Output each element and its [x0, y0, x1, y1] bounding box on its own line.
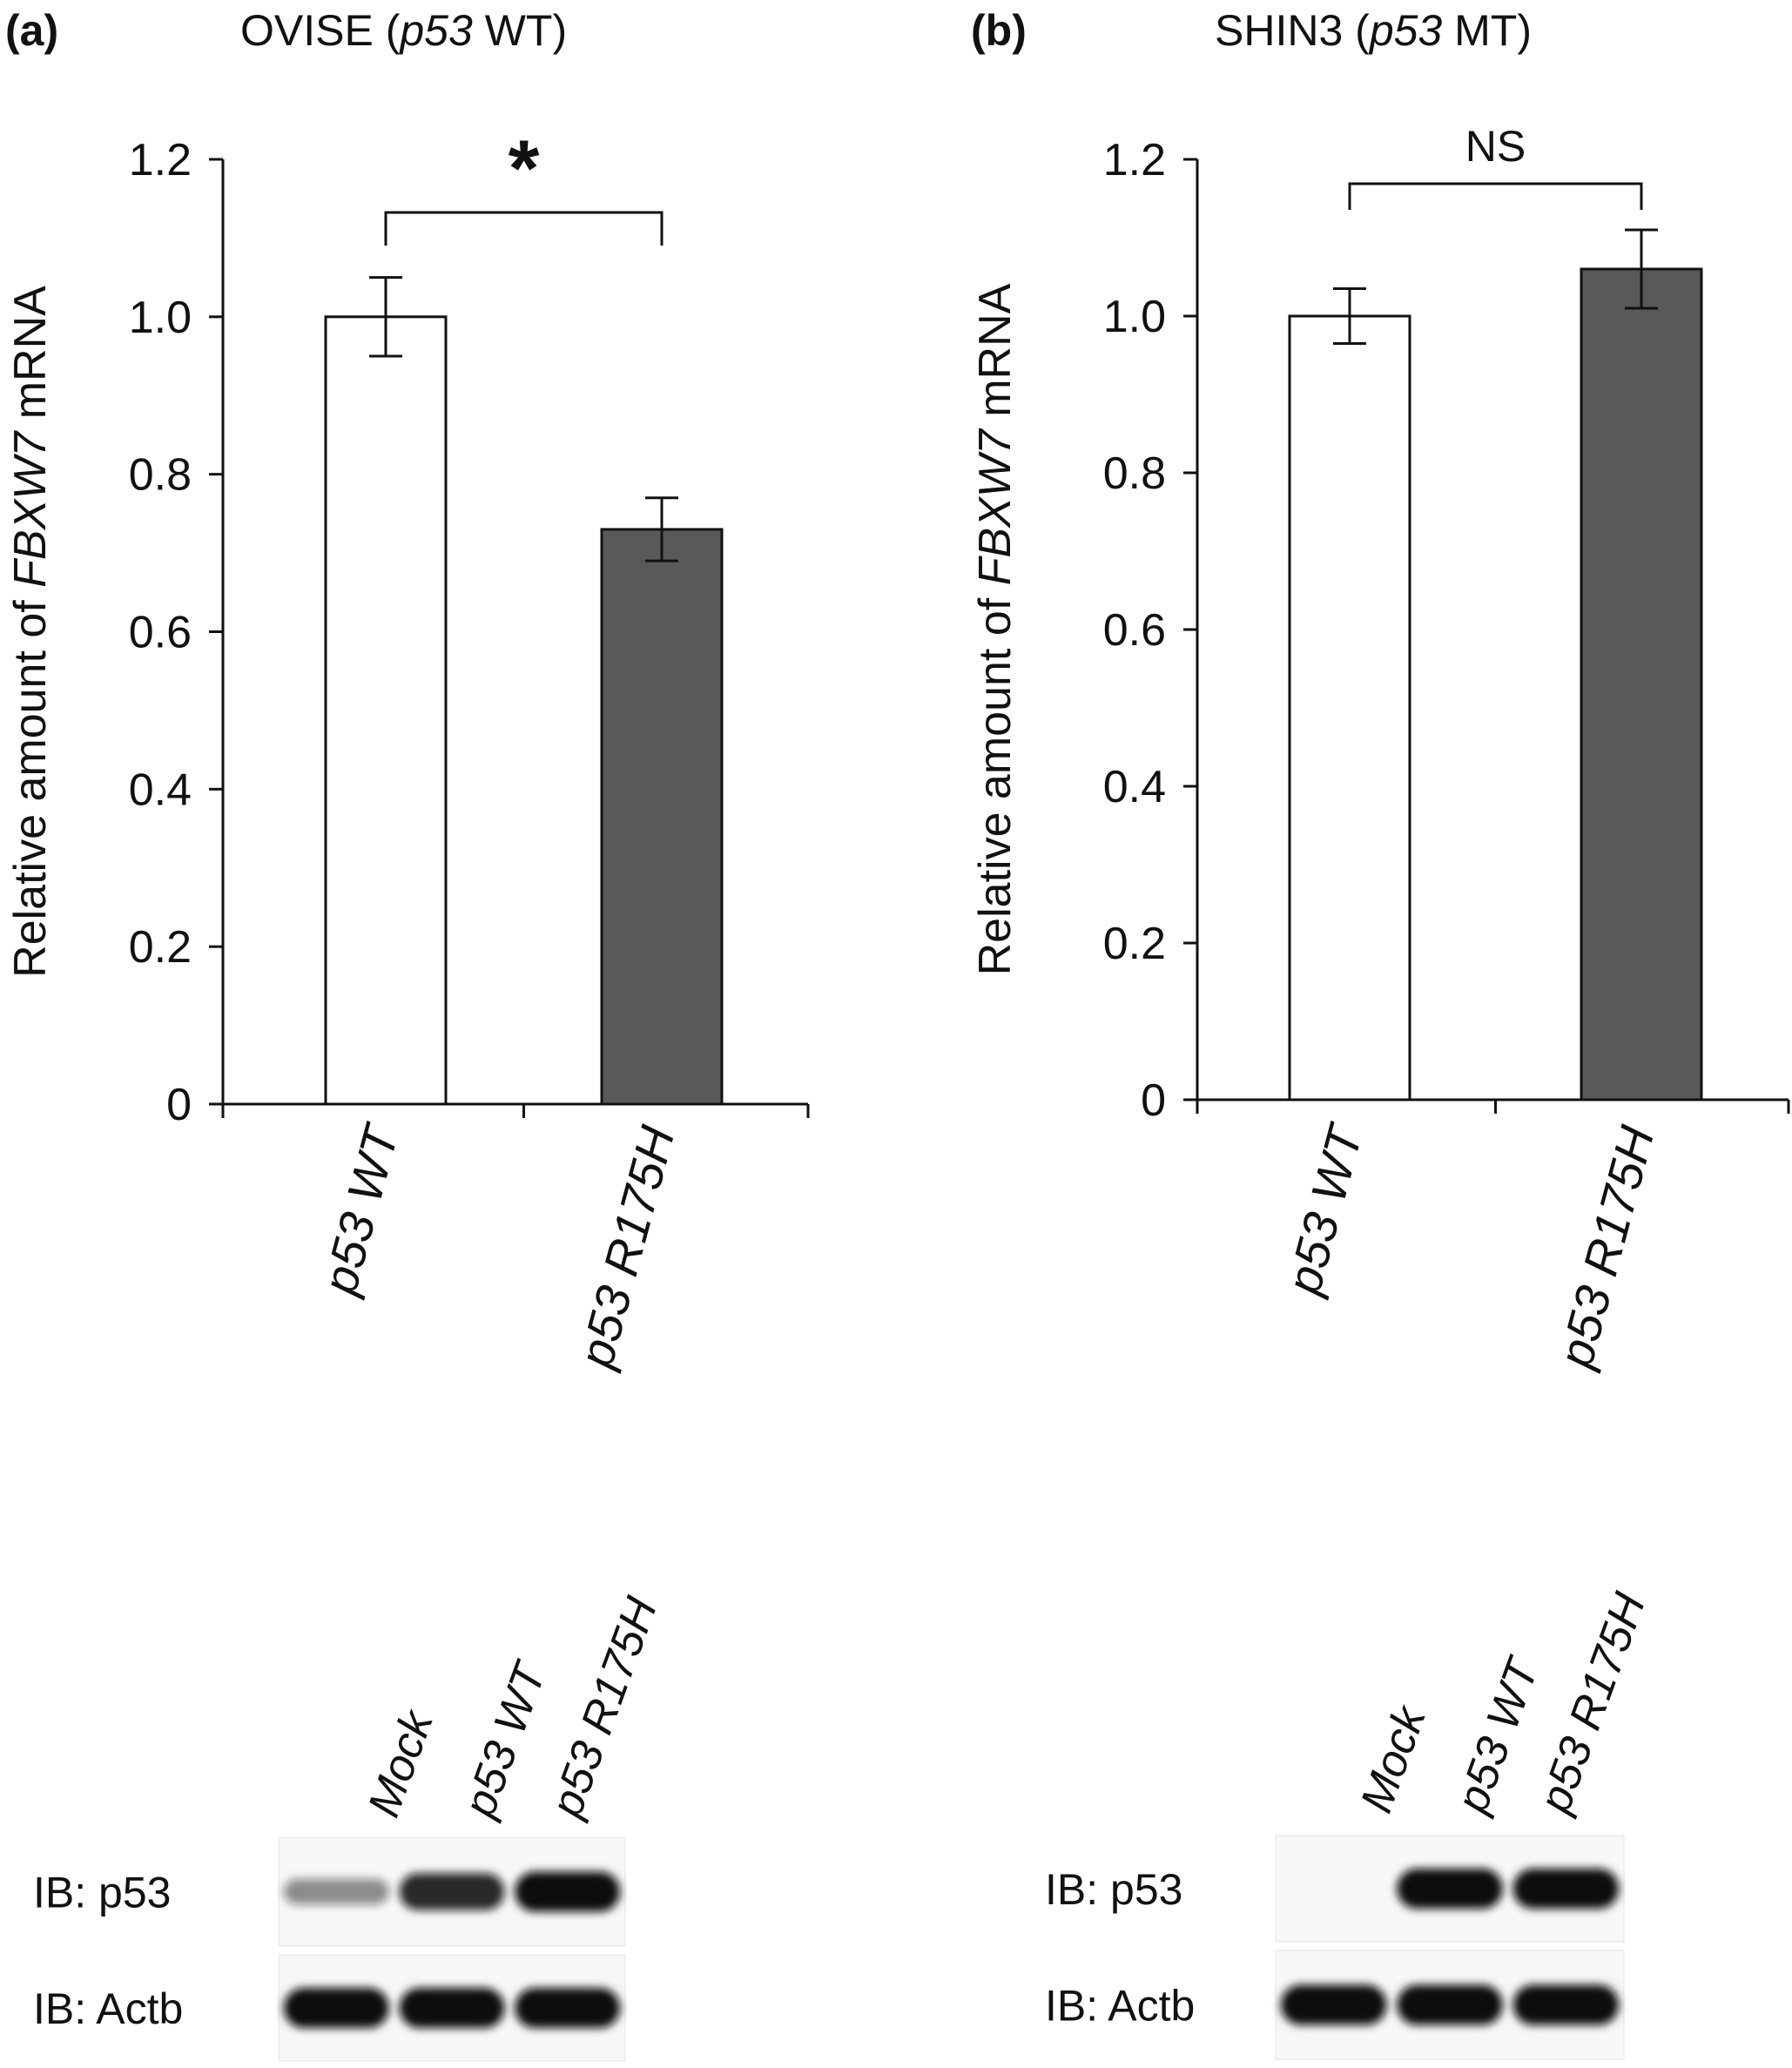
blot-lane-label: Mock: [1351, 1698, 1437, 1819]
significance-bracket: [384, 211, 664, 246]
panel-letter: (b): [971, 6, 1027, 55]
y-axis-label: Relative amount of FBXW7 mRNA: [5, 286, 56, 978]
blot-band: [284, 1988, 389, 2028]
blot-lane-label: p53 R175H: [1529, 1586, 1655, 1821]
y-tick-label: 1.0: [1103, 292, 1166, 342]
panel-letter: (a): [5, 6, 58, 55]
y-tick-label: 0.2: [129, 922, 192, 973]
x-category-label: p53 WT: [1275, 1117, 1373, 1301]
y-tick-label: 0.6: [1103, 605, 1166, 656]
significance-label: *: [509, 125, 540, 213]
blot-band: [284, 1878, 389, 1905]
blot-lane-label: Mock: [359, 1702, 444, 1823]
panel-title: SHIN3 (p53 MT): [1215, 6, 1532, 55]
chart-panel-a: (a) OVISE (p53 WT) 0 0.2 0.4 0.6 0.8 1.0 1.2 Rela…: [5, 6, 810, 2062]
y-tick-label: 1.0: [129, 293, 192, 343]
blot-band: [1281, 1984, 1387, 2025]
chart-panel-b: (b) SHIN3 (p53 MT) 0 0.2 0.4 0.6 0.8 1.0 1.2 Rela…: [970, 6, 1790, 2060]
bar: [600, 528, 724, 1106]
blot-lane-label: p53 R175H: [541, 1591, 667, 1825]
blot-band: [1512, 1984, 1619, 2025]
blot-band: [1397, 1869, 1503, 1909]
y-tick-label: 0.6: [129, 608, 192, 658]
y-tick-label: 1.2: [129, 135, 192, 185]
y-tick-label: 1.2: [1103, 135, 1166, 185]
bar: [1580, 267, 1703, 1101]
y-tick-label: 0: [166, 1080, 192, 1130]
blot-row-label: IB: p53: [33, 1869, 171, 1917]
significance-label: NS: [1465, 122, 1526, 171]
panel-title: OVISE (p53 WT): [240, 6, 567, 55]
blot-band: [1397, 1984, 1503, 2025]
blot-band: [399, 1873, 505, 1910]
y-tick-label: 0.8: [1103, 448, 1166, 499]
y-axis-label: Relative amount of FBXW7 mRNA: [970, 283, 1021, 975]
y-tick-label: 0.4: [1103, 762, 1166, 812]
blot-row-label: IB: Actb: [33, 1984, 183, 2033]
blot-band: [515, 1871, 620, 1912]
blot-band: [515, 1988, 620, 2028]
significance-bracket: [1348, 182, 1643, 210]
x-category-label: p53 R175H: [1547, 1120, 1665, 1374]
blot-row-label: IB: Actb: [1045, 1982, 1195, 2031]
x-category-label: p53 WT: [311, 1117, 409, 1301]
y-tick-label: 0.4: [129, 765, 192, 815]
y-tick-label: 0: [1141, 1075, 1166, 1126]
blot-band: [399, 1988, 505, 2028]
blot-lane-label: p53 WT: [454, 1654, 557, 1825]
y-tick-label: 0.2: [1103, 919, 1166, 969]
bar: [324, 315, 448, 1106]
blot-band: [1512, 1869, 1619, 1909]
y-tick-label: 0.8: [129, 450, 192, 501]
bar: [1288, 314, 1411, 1101]
blot-row-label: IB: p53: [1045, 1865, 1182, 1914]
x-category-label: p53 R175H: [568, 1120, 685, 1374]
